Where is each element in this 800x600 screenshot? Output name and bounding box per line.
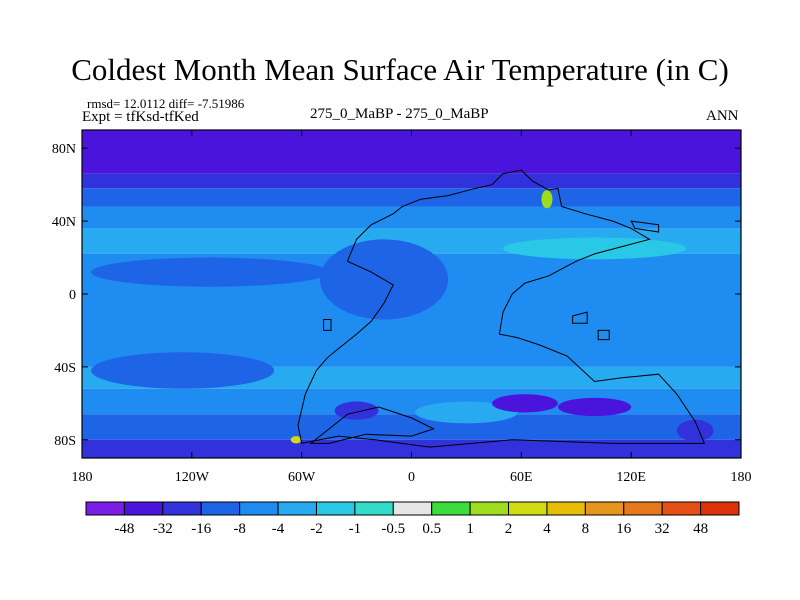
colorbar-swatch [315,501,356,516]
center-label: 275_0_MaBP - 275_0_MaBP [310,106,489,122]
coastline [597,329,610,341]
field-patch [290,436,302,444]
y-tick-label: 40S [54,361,76,376]
y-tick-label: 80S [54,434,76,449]
field-patch [334,401,379,420]
field-band [82,439,741,458]
field-band [82,206,741,229]
colorbar-swatch [239,501,279,516]
colorbar-swatch [200,501,241,516]
stats-line-expt: Expt = tfKsd-tfKed [82,109,199,125]
x-tick-label: 0 [408,470,415,485]
field-band [82,188,741,207]
field-patch [676,419,714,442]
colorbar-label: -4 [272,521,285,537]
colorbar-label: -48 [114,521,134,537]
colorbar-swatch [431,501,471,516]
colorbar-swatch [508,501,548,516]
field-patch [557,397,632,417]
colorbar-swatch [661,501,702,516]
x-tick-label: 60E [510,470,533,485]
colorbar-label: 48 [693,521,708,537]
colorbar-swatch [123,501,164,516]
field-patch [492,394,558,413]
field-patch [541,190,553,209]
colorbar-label: -8 [233,521,246,537]
field-band [82,414,741,440]
coastline [323,319,332,331]
colorbar-swatch [584,501,625,516]
colorbar-label: 2 [505,521,513,537]
colorbar-label: 1 [466,521,474,537]
y-tick-label: 40N [52,215,76,230]
colorbar-label: 4 [543,521,551,537]
colorbar-swatch [162,501,202,516]
colorbar-label: 8 [582,521,590,537]
map-field [82,130,741,458]
field-patch [91,257,330,287]
colorbar-label: -2 [310,521,323,537]
field-band [82,130,741,174]
coastline [572,311,588,324]
colorbar-label: -32 [153,521,173,537]
field-band [82,388,741,415]
colorbar-label: 16 [616,521,632,537]
coastline [309,406,435,444]
colorbar-swatch [354,501,394,516]
colorbar-swatch [85,501,125,516]
x-tick-label: 120W [175,470,210,485]
colorbar-swatch [392,501,433,516]
colorbar-swatch [700,501,740,516]
colorbar-label: 32 [655,521,670,537]
colorbar-label: 0.5 [422,521,441,537]
y-tick-label: 80N [52,142,76,157]
colorbar-label: -0.5 [381,521,405,537]
colorbar-swatch [546,501,586,516]
field-patch [415,401,518,424]
x-tick-label: 180 [731,470,752,485]
coastline [297,169,706,448]
field-patch [503,237,687,260]
colorbar-label: -16 [191,521,211,537]
chart-title: Coldest Month Mean Surface Air Temperatu… [71,52,729,87]
season-label: ANN [706,108,739,124]
colorbar-swatch [623,501,663,516]
colorbar-label: -1 [349,521,362,537]
x-tick-label: 180 [72,470,93,485]
stats-line-rmsd: rmsd= 12.0112 diff= -7.51986 [87,96,245,111]
colorbar-swatch [469,501,510,516]
colorbar-swatch [277,501,317,516]
x-tick-label: 120E [616,470,646,485]
x-tick-label: 60W [288,470,316,485]
field-band [82,173,741,189]
coastline [630,220,660,233]
field-patch [91,352,275,389]
y-tick-label: 0 [69,288,76,303]
